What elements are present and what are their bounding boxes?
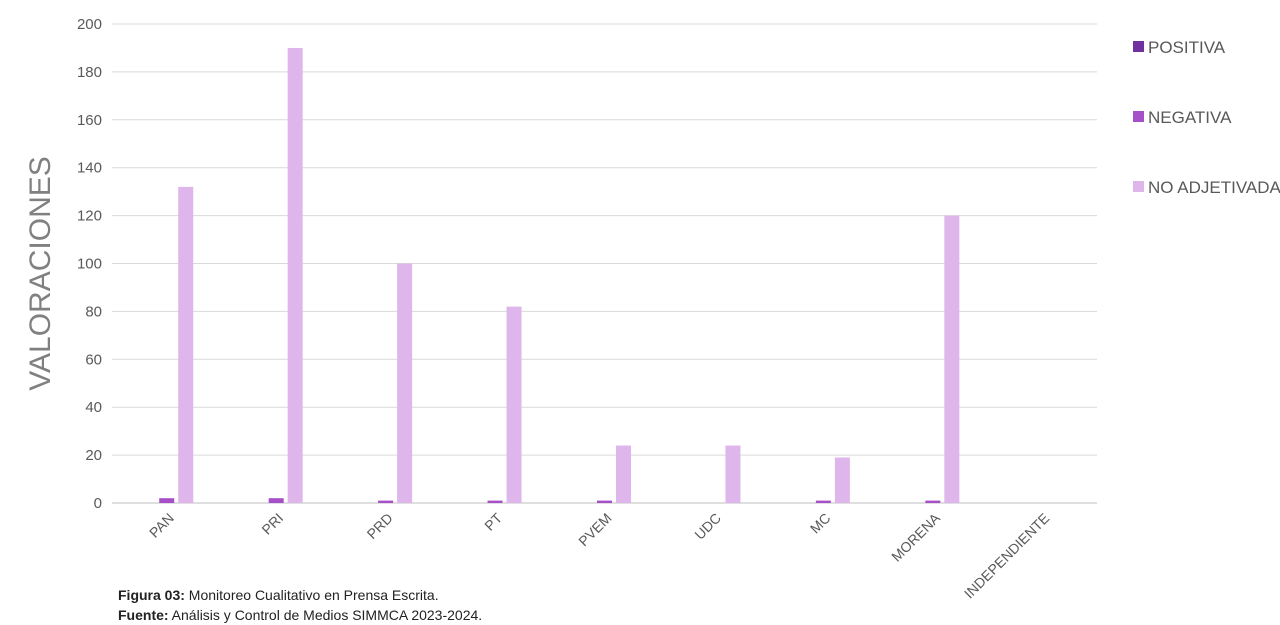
- legend-swatch-no-adjetivada: [1133, 181, 1144, 192]
- legend-swatch-positiva: [1133, 41, 1144, 52]
- bar-no-adjetivada: [178, 186, 194, 504]
- x-tick-label: PAN: [146, 510, 177, 541]
- y-tick-label: 40: [85, 399, 102, 416]
- bar-negativa: [925, 500, 941, 503]
- bar-no-adjetivada: [944, 215, 960, 503]
- caption-figure-text: Monitoreo Cualitativo en Prensa Escrita.: [184, 587, 439, 603]
- legend-item-positiva: POSITIVA: [1133, 38, 1225, 58]
- bar-negativa: [268, 498, 284, 503]
- caption-source-label: Fuente:: [118, 607, 169, 623]
- legend-item-no-adjetivada: NO ADJETIVADA: [1133, 178, 1280, 198]
- y-tick-label: 20: [85, 447, 102, 464]
- legend-label-no-adjetivada: NO ADJETIVADA: [1148, 178, 1280, 197]
- figure-caption: Figura 03: Monitoreo Cualitativo en Pren…: [118, 585, 482, 625]
- y-tick-label: 200: [77, 16, 102, 33]
- x-tick-label: MC: [807, 510, 834, 537]
- y-tick-label: 100: [77, 256, 102, 273]
- bar-no-adjetivada: [287, 47, 303, 503]
- bar-no-adjetivada: [616, 445, 631, 503]
- bar-negativa: [487, 500, 503, 503]
- y-tick-label: 160: [77, 112, 102, 129]
- legend-swatch-negativa: [1133, 111, 1144, 122]
- caption-source-line: Fuente: Análisis y Control de Medios SIM…: [118, 605, 482, 625]
- x-tick-label: PT: [481, 509, 505, 533]
- bar-no-adjetivada: [397, 263, 413, 503]
- bar-negativa: [159, 498, 175, 503]
- y-tick-label: 80: [85, 303, 102, 320]
- bar-negativa: [815, 500, 831, 503]
- legend-label-negativa: NEGATIVA: [1148, 108, 1232, 127]
- x-tick-label: PRD: [364, 510, 396, 542]
- y-tick-label: 60: [85, 351, 102, 368]
- x-tick-label: PVEM: [575, 510, 614, 549]
- y-tick-label: 180: [77, 64, 102, 81]
- y-tick-label: 120: [77, 208, 102, 225]
- y-axis-label: VALORACIONES: [24, 156, 57, 391]
- caption-figure-line: Figura 03: Monitoreo Cualitativo en Pren…: [118, 585, 482, 605]
- bar-negativa: [378, 500, 394, 503]
- y-tick-label: 0: [94, 495, 102, 512]
- x-tick-label: INDEPENDIENTE: [961, 510, 1053, 602]
- bar-no-adjetivada: [834, 457, 850, 503]
- y-tick-label: 140: [77, 160, 102, 177]
- x-tick-label: UDC: [691, 510, 724, 543]
- legend-item-negativa: NEGATIVA: [1133, 108, 1231, 128]
- caption-source-text: Análisis y Control de Medios SIMMCA 2023…: [168, 607, 483, 623]
- bar-no-adjetivada: [725, 445, 741, 503]
- legend-label-positiva: POSITIVA: [1148, 38, 1226, 57]
- bar-negativa: [597, 500, 612, 503]
- bar-no-adjetivada: [506, 306, 522, 503]
- x-tick-label: PRI: [258, 510, 286, 538]
- x-tick-label: MORENA: [888, 509, 943, 564]
- caption-figure-label: Figura 03:: [118, 587, 185, 603]
